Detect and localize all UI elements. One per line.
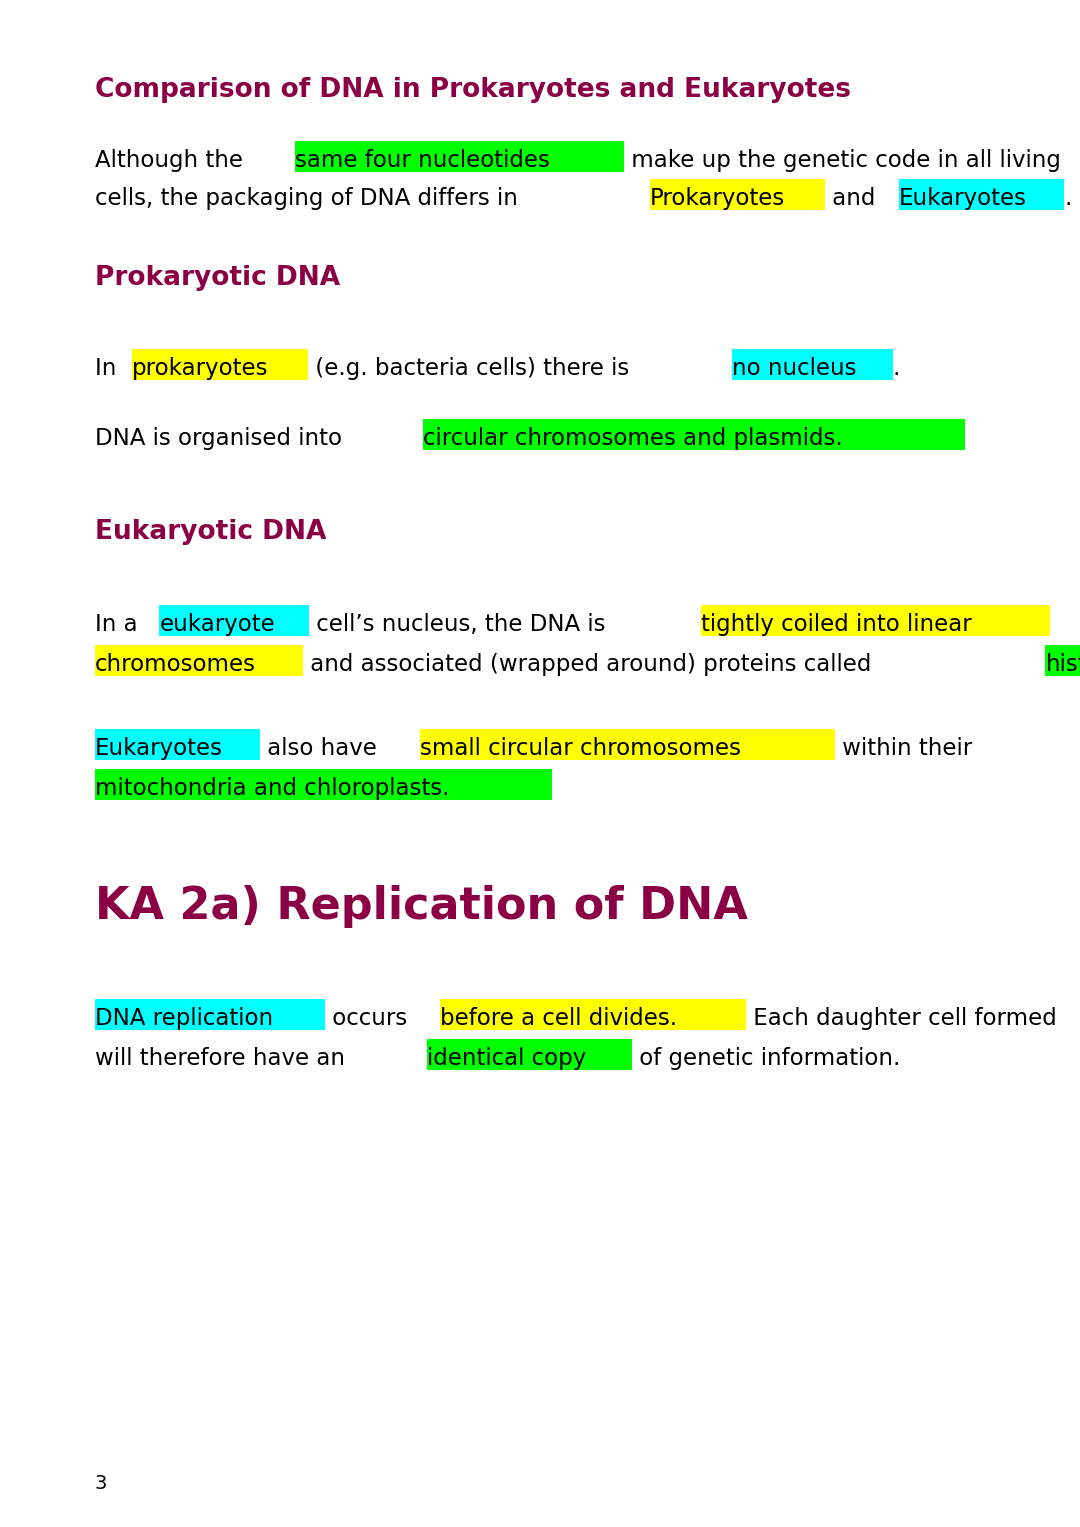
Text: mitochondria and chloroplasts.: mitochondria and chloroplasts. — [95, 777, 449, 800]
Text: KA 2a) Replication of DNA: KA 2a) Replication of DNA — [95, 886, 747, 928]
FancyBboxPatch shape — [95, 728, 260, 760]
Text: Eukaryotic DNA: Eukaryotic DNA — [95, 519, 326, 545]
Text: and associated (wrapped around) proteins called: and associated (wrapped around) proteins… — [302, 654, 878, 676]
Text: within their: within their — [835, 738, 972, 760]
FancyBboxPatch shape — [95, 999, 325, 1031]
Text: make up the genetic code in all living: make up the genetic code in all living — [624, 150, 1061, 173]
FancyBboxPatch shape — [160, 605, 309, 637]
Text: .: . — [1064, 186, 1071, 211]
FancyBboxPatch shape — [427, 1038, 633, 1070]
FancyBboxPatch shape — [899, 179, 1064, 211]
FancyBboxPatch shape — [441, 999, 746, 1031]
FancyBboxPatch shape — [95, 770, 552, 800]
Text: histones.: histones. — [1045, 654, 1080, 676]
Text: eukaryote: eukaryote — [160, 612, 275, 637]
FancyBboxPatch shape — [701, 605, 1050, 637]
Text: identical copy: identical copy — [427, 1048, 586, 1070]
Text: In a: In a — [95, 612, 145, 637]
Text: chromosomes: chromosomes — [95, 654, 256, 676]
Text: Prokaryotes: Prokaryotes — [650, 186, 785, 211]
Text: before a cell divides.: before a cell divides. — [441, 1006, 677, 1031]
Text: will therefore have an: will therefore have an — [95, 1048, 352, 1070]
FancyBboxPatch shape — [132, 350, 308, 380]
FancyBboxPatch shape — [650, 179, 824, 211]
Text: 3: 3 — [95, 1474, 107, 1493]
Text: Eukaryotes: Eukaryotes — [95, 738, 222, 760]
Text: Eukaryotes: Eukaryotes — [899, 186, 1027, 211]
Text: small circular chromosomes: small circular chromosomes — [420, 738, 741, 760]
Text: cell’s nucleus, the DNA is: cell’s nucleus, the DNA is — [309, 612, 612, 637]
Text: of genetic information.: of genetic information. — [633, 1048, 901, 1070]
Text: Comparison of DNA in Prokaryotes and Eukaryotes: Comparison of DNA in Prokaryotes and Euk… — [95, 76, 851, 102]
Text: and: and — [824, 186, 882, 211]
FancyBboxPatch shape — [420, 728, 835, 760]
Text: prokaryotes: prokaryotes — [132, 357, 269, 380]
FancyBboxPatch shape — [1045, 644, 1080, 676]
Text: (e.g. bacteria cells) there is: (e.g. bacteria cells) there is — [308, 357, 636, 380]
Text: Prokaryotic DNA: Prokaryotic DNA — [95, 266, 340, 292]
Text: occurs: occurs — [325, 1006, 415, 1031]
Text: DNA replication: DNA replication — [95, 1006, 273, 1031]
Text: Each daughter cell formed: Each daughter cell formed — [746, 1006, 1057, 1031]
Text: In: In — [95, 357, 123, 380]
Text: no nucleus: no nucleus — [732, 357, 856, 380]
FancyBboxPatch shape — [95, 644, 302, 676]
FancyBboxPatch shape — [732, 350, 892, 380]
Text: cells, the packaging of DNA differs in: cells, the packaging of DNA differs in — [95, 186, 525, 211]
Text: Although the: Although the — [95, 150, 251, 173]
Text: circular chromosomes and plasmids.: circular chromosomes and plasmids. — [423, 428, 842, 450]
FancyBboxPatch shape — [423, 418, 964, 450]
Text: also have: also have — [260, 738, 384, 760]
Text: .: . — [892, 357, 900, 380]
Text: same four nucleotides: same four nucleotides — [295, 150, 550, 173]
Text: DNA is organised into: DNA is organised into — [95, 428, 349, 450]
Text: tightly coiled into linear: tightly coiled into linear — [701, 612, 971, 637]
FancyBboxPatch shape — [295, 140, 624, 173]
